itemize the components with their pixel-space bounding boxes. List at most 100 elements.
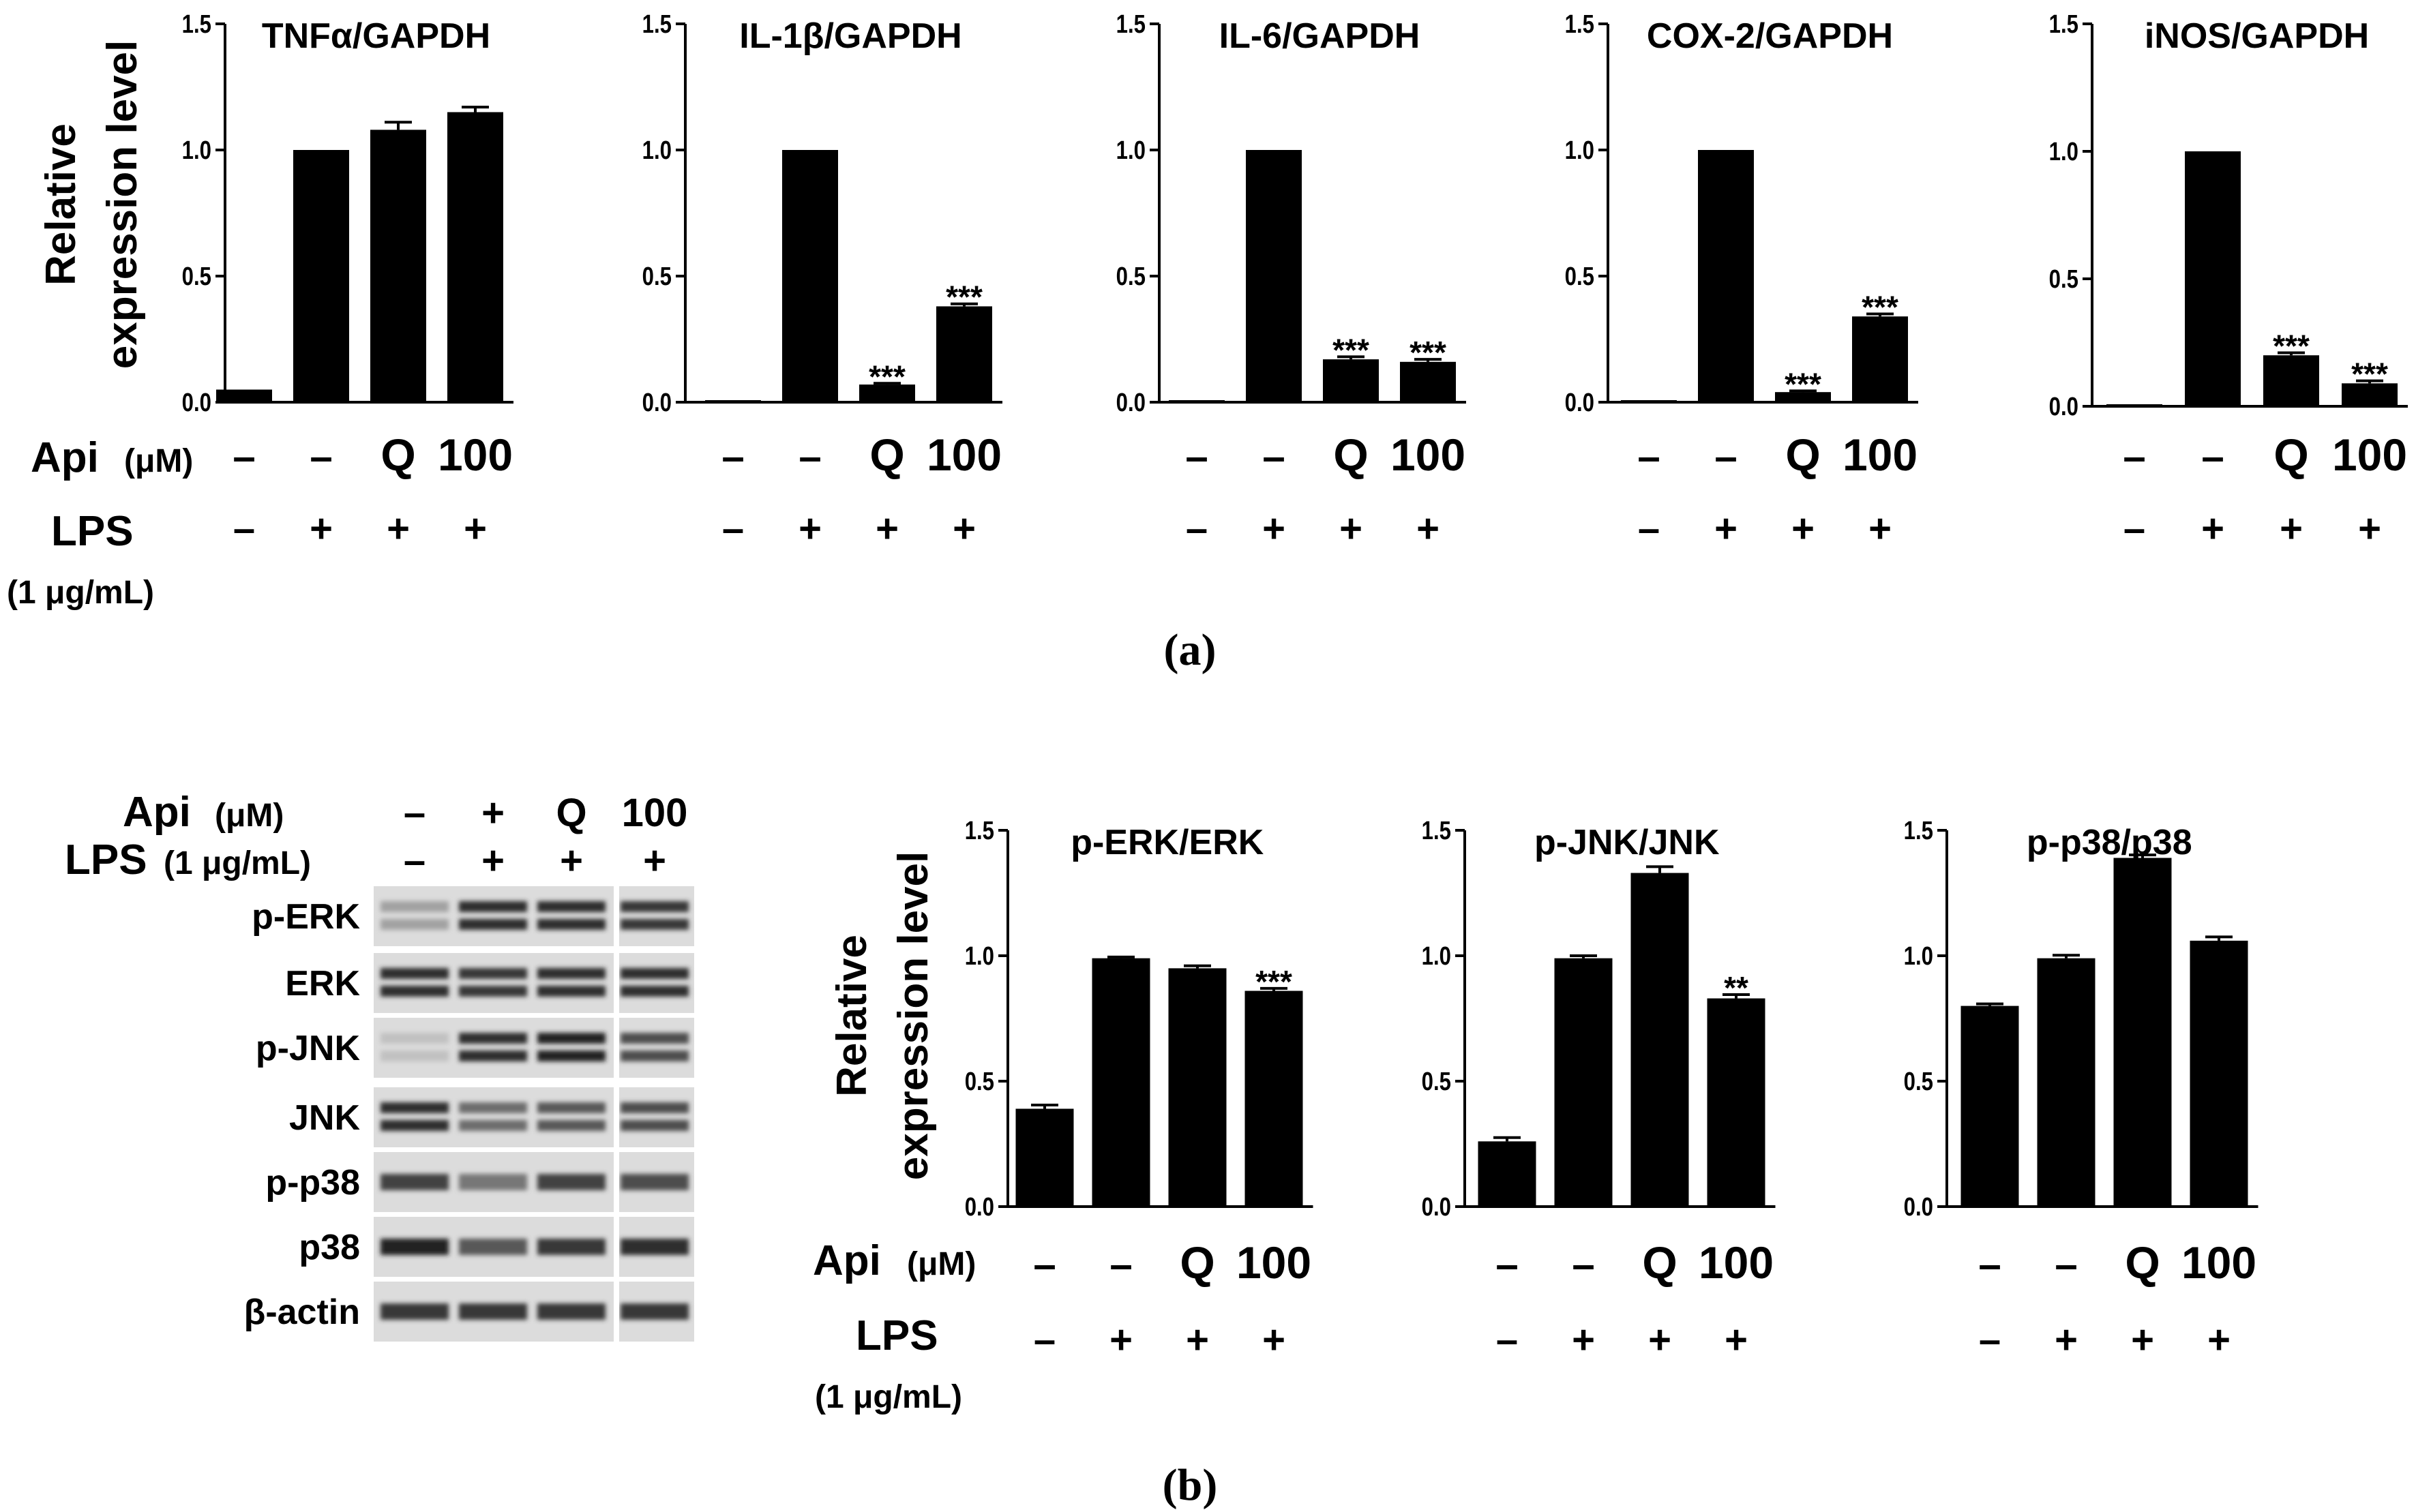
blot-row-label: β-actin (244, 1292, 360, 1332)
y-tick-label: 0.0 (2049, 393, 2078, 421)
y-tick-label: 0.5 (1904, 1068, 1933, 1096)
panel-b-label: (b) (1163, 1460, 1218, 1510)
bar (2190, 940, 2248, 1207)
y-tick-label: 0.5 (182, 262, 211, 291)
lps-value: + (1262, 1318, 1285, 1362)
api-value: – (1033, 1241, 1056, 1287)
api-value: Q (2273, 429, 2308, 480)
y-tick-label: 0.0 (965, 1193, 994, 1222)
blot-band (381, 1120, 449, 1131)
blot-band (381, 1239, 449, 1255)
bar (1169, 400, 1225, 402)
y-tick-label: 1.5 (1904, 817, 1933, 845)
lps-value: + (2207, 1318, 2231, 1362)
api-value: Q (869, 429, 904, 480)
blot-band (459, 1303, 527, 1320)
bar (2185, 151, 2241, 406)
bar (705, 400, 761, 402)
chart-title: IL-6/GAPDH (1219, 16, 1420, 56)
blot-row: p-p38 (265, 1152, 694, 1212)
blot-band (621, 968, 689, 979)
blot-splice-line (614, 1018, 619, 1078)
api-value: – (233, 434, 255, 479)
blot-band (381, 901, 449, 912)
chart-title: COX-2/GAPDH (1647, 16, 1893, 56)
y-tick-label: 1.5 (1565, 10, 1594, 39)
blot-band (381, 968, 449, 979)
lps-value: + (1714, 506, 1738, 551)
lps-value: + (1186, 1318, 1209, 1362)
bar (1554, 958, 1613, 1207)
lps-value: + (876, 506, 899, 551)
chart-title: p-p38/p38 (2027, 823, 2192, 862)
lps-value: + (2280, 506, 2303, 551)
blot-band (537, 986, 606, 997)
lps-value: + (1572, 1318, 1595, 1362)
lps-value: + (1262, 506, 1285, 551)
blot-band (621, 1174, 689, 1190)
blot-band (459, 968, 527, 979)
blot-band (459, 1174, 527, 1190)
y-tick-label: 1.0 (1904, 942, 1933, 971)
panel-b-ylabel: Relative expression level (829, 851, 937, 1181)
y-tick-label: 0.5 (642, 262, 672, 291)
chart-7: 0.0 0.5 1.0 1.5 p-p38/p38 (1904, 817, 2258, 1222)
chart-6: 0.0 0.5 1.0 1.5 p-JNK/JNK ** (1422, 817, 1776, 1222)
blot-band (459, 1120, 527, 1131)
blot-splice-line (614, 1217, 619, 1277)
y-tick-label: 1.5 (642, 10, 672, 39)
api-value: – (1714, 434, 1737, 479)
y-tick-label: 0.5 (965, 1068, 994, 1096)
bar (2113, 858, 2172, 1207)
api-value: 100 (1390, 429, 1465, 480)
blot-api-unit: (μM) (215, 798, 284, 834)
api-row-label-b: Api (813, 1237, 881, 1284)
lps-value: – (1979, 1318, 2001, 1362)
bar (216, 389, 272, 402)
blot-band (381, 1102, 449, 1113)
api-value: Q (1642, 1237, 1677, 1288)
api-row-label: Api (31, 434, 99, 481)
blot-lps-value: + (560, 838, 583, 883)
y-tick-label: 1.0 (1116, 136, 1146, 165)
api-value: – (2055, 1241, 2077, 1287)
lps-value: + (799, 506, 822, 551)
chart-title: IL-1β/GAPDH (739, 16, 961, 56)
blot-band (381, 919, 449, 930)
blot-membrane (374, 1087, 694, 1147)
panel-a-ylabel-line2: expression level (99, 40, 146, 369)
bar (859, 384, 915, 402)
blot-lps-value: – (404, 838, 426, 883)
blot-band (381, 1033, 449, 1044)
bar (1960, 1006, 2019, 1207)
significance-label: *** (869, 359, 906, 394)
treatment-row-2: – – Q 100 – + + + (1185, 429, 1465, 551)
blot-band (621, 919, 689, 930)
lps-value: + (2358, 506, 2381, 551)
blot-row: JNK (289, 1087, 694, 1147)
blot-band (459, 1239, 527, 1255)
api-value: – (1495, 1241, 1518, 1287)
blot-band (537, 1174, 606, 1190)
blot-band (621, 1303, 689, 1320)
lps-value: + (464, 506, 487, 551)
blot-header: Api (μM) LPS (1 μg/mL) (65, 789, 311, 883)
lps-value: + (1339, 506, 1362, 551)
api-value: – (2201, 434, 2224, 479)
chart-title: TNFα/GAPDH (262, 16, 490, 56)
blot-row-label: p-p38 (265, 1163, 360, 1203)
treatment-row-1: – – Q 100 – + + + (721, 429, 1002, 551)
bar (1621, 400, 1677, 402)
y-tick-label: 0.0 (182, 389, 211, 417)
y-tick-label: 1.0 (2049, 138, 2078, 166)
blot-api-value: – (404, 791, 426, 835)
bar (2106, 404, 2162, 406)
treatment-row-0: – – Q 100 – + + + (233, 429, 513, 551)
significance-label: *** (2273, 328, 2310, 363)
y-tick-label: 0.0 (1904, 1193, 1933, 1222)
treatment-row-7: – – Q 100 – + + + (1978, 1237, 2256, 1362)
lps-value: – (233, 506, 255, 551)
blot-band (537, 1033, 606, 1044)
chart-4: 0.0 0.5 1.0 1.5 iNOS/GAPDH *** *** (2049, 10, 2408, 421)
